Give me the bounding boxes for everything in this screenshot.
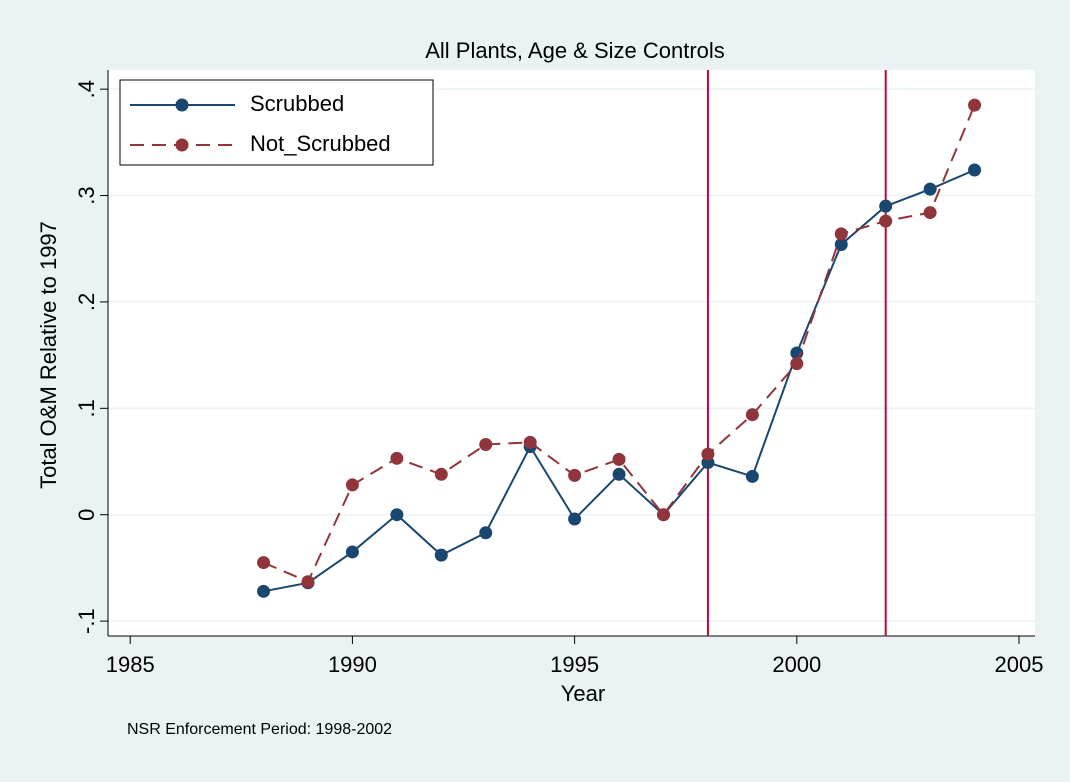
data-point (479, 437, 493, 451)
legend-label: Not_Scrubbed (250, 131, 391, 156)
y-tick-label: -.1 (74, 608, 99, 634)
data-point (390, 508, 404, 522)
y-tick-label: .3 (74, 186, 99, 204)
x-tick-label: 1985 (106, 652, 155, 677)
data-point (257, 584, 271, 598)
data-point (568, 512, 582, 526)
data-point (479, 526, 493, 540)
y-axis-label: Total O&M Relative to 1997 (36, 221, 61, 489)
data-point (923, 182, 937, 196)
data-point (390, 451, 404, 465)
data-point (612, 452, 626, 466)
data-point (257, 556, 271, 570)
data-point (834, 237, 848, 251)
y-tick-label: .1 (74, 399, 99, 417)
data-point (745, 469, 759, 483)
data-point (434, 548, 448, 562)
data-point (879, 199, 893, 213)
data-point (879, 214, 893, 228)
data-point (968, 163, 982, 177)
y-tick-label: 0 (74, 509, 99, 521)
note: NSR Enforcement Period: 1998-2002 (127, 721, 392, 738)
x-tick-label: 1995 (550, 652, 599, 677)
data-point (612, 467, 626, 481)
data-point (345, 478, 359, 492)
chart-title: All Plants, Age & Size Controls (425, 38, 725, 63)
data-point (745, 408, 759, 422)
data-point (568, 468, 582, 482)
data-point (834, 227, 848, 241)
series-line (263, 104, 976, 584)
legend-marker (175, 98, 189, 112)
data-point (968, 98, 982, 112)
x-tick-label: 2000 (772, 652, 821, 677)
legend-marker (175, 138, 189, 152)
data-point (790, 357, 804, 371)
data-point (701, 447, 715, 461)
data-point (656, 508, 670, 522)
data-point (345, 545, 359, 559)
y-tick-label: .4 (74, 80, 99, 98)
legend-label: Scrubbed (250, 91, 344, 116)
y-tick-label: .2 (74, 293, 99, 311)
x-axis-label: Year (561, 681, 605, 706)
data-point (434, 467, 448, 481)
x-tick-label: 2005 (995, 652, 1044, 677)
legend-box (119, 79, 434, 166)
data-point (923, 206, 937, 220)
data-point (301, 575, 315, 589)
data-point (523, 435, 537, 449)
x-tick-label: 1990 (328, 652, 377, 677)
